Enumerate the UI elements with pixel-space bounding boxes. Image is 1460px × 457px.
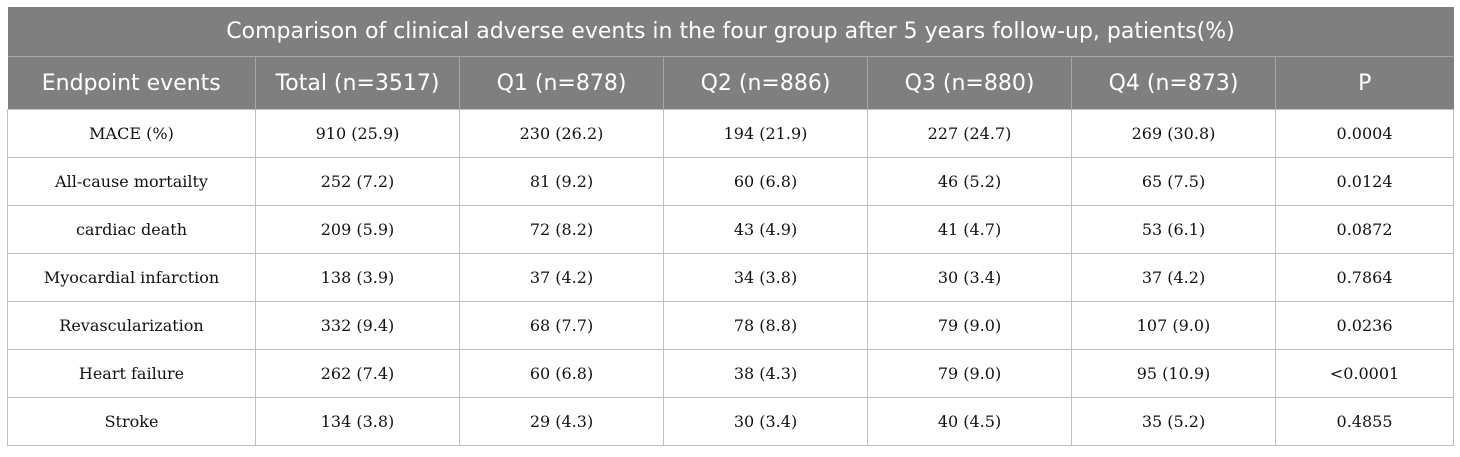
cell-total: 209 (5.9) <box>255 205 460 254</box>
cell-total: 262 (7.4) <box>255 349 460 398</box>
header-endpoint-events: Endpoint events <box>7 56 256 110</box>
table-row: Stroke 134 (3.8) 29 (4.3) 30 (3.4) 40 (4… <box>7 397 1455 446</box>
cell-endpoint: cardiac death <box>7 205 256 254</box>
cell-endpoint: Stroke <box>7 397 256 446</box>
table-title: Comparison of clinical adverse events in… <box>7 7 1454 57</box>
cell-q3: 41 (4.7) <box>867 205 1072 254</box>
table-row: All-cause mortailty 252 (7.2) 81 (9.2) 6… <box>7 157 1455 206</box>
cell-q4: 107 (9.0) <box>1071 301 1276 350</box>
cell-p: <0.0001 <box>1274 349 1455 398</box>
header-q3: Q3 (n=880) <box>867 56 1072 110</box>
cell-q3: 79 (9.0) <box>867 349 1072 398</box>
cell-q2: 60 (6.8) <box>663 157 868 206</box>
cell-q4: 65 (7.5) <box>1071 157 1276 206</box>
cell-q1: 230 (26.2) <box>459 109 664 158</box>
header-p: P <box>1274 56 1454 110</box>
header-q2: Q2 (n=886) <box>663 56 868 110</box>
cell-p: 0.0236 <box>1274 301 1455 350</box>
cell-q4: 269 (30.8) <box>1071 109 1276 158</box>
cell-q2: 78 (8.8) <box>663 301 868 350</box>
cell-endpoint: Myocardial infarction <box>7 253 256 302</box>
cell-p: 0.0124 <box>1274 157 1455 206</box>
cell-endpoint: Revascularization <box>7 301 256 350</box>
cell-total: 910 (25.9) <box>255 109 460 158</box>
cell-total: 332 (9.4) <box>255 301 460 350</box>
cell-q3: 79 (9.0) <box>867 301 1072 350</box>
cell-q4: 35 (5.2) <box>1071 397 1276 446</box>
cell-q1: 29 (4.3) <box>459 397 664 446</box>
header-total: Total (n=3517) <box>255 56 460 110</box>
cell-q4: 37 (4.2) <box>1071 253 1276 302</box>
cell-q1: 68 (7.7) <box>459 301 664 350</box>
cell-q3: 40 (4.5) <box>867 397 1072 446</box>
cell-q2: 38 (4.3) <box>663 349 868 398</box>
cell-q1: 81 (9.2) <box>459 157 664 206</box>
cell-p: 0.0872 <box>1274 205 1455 254</box>
cell-q4: 95 (10.9) <box>1071 349 1276 398</box>
table-row: Revascularization 332 (9.4) 68 (7.7) 78 … <box>7 301 1455 350</box>
header-q1: Q1 (n=878) <box>459 56 664 110</box>
cell-q2: 43 (4.9) <box>663 205 868 254</box>
cell-q4: 53 (6.1) <box>1071 205 1276 254</box>
table-header-row: Endpoint events Total (n=3517) Q1 (n=878… <box>7 56 1454 110</box>
cell-q1: 72 (8.2) <box>459 205 664 254</box>
cell-total: 138 (3.9) <box>255 253 460 302</box>
cell-p: 0.7864 <box>1274 253 1455 302</box>
cell-p: 0.4855 <box>1274 397 1455 446</box>
table-title-row: Comparison of clinical adverse events in… <box>7 7 1454 57</box>
adverse-events-table-container: Comparison of clinical adverse events in… <box>7 7 1455 446</box>
cell-q2: 194 (21.9) <box>663 109 868 158</box>
cell-q1: 60 (6.8) <box>459 349 664 398</box>
cell-endpoint: MACE (%) <box>7 109 256 158</box>
table-row: MACE (%) 910 (25.9) 230 (26.2) 194 (21.9… <box>7 109 1455 158</box>
cell-q2: 34 (3.8) <box>663 253 868 302</box>
cell-total: 252 (7.2) <box>255 157 460 206</box>
cell-q2: 30 (3.4) <box>663 397 868 446</box>
table-row: Heart failure 262 (7.4) 60 (6.8) 38 (4.3… <box>7 349 1455 398</box>
cell-q3: 46 (5.2) <box>867 157 1072 206</box>
table-row: cardiac death 209 (5.9) 72 (8.2) 43 (4.9… <box>7 205 1455 254</box>
cell-q1: 37 (4.2) <box>459 253 664 302</box>
cell-endpoint: All-cause mortailty <box>7 157 256 206</box>
cell-q3: 30 (3.4) <box>867 253 1072 302</box>
cell-total: 134 (3.8) <box>255 397 460 446</box>
cell-p: 0.0004 <box>1274 109 1455 158</box>
header-q4: Q4 (n=873) <box>1071 56 1276 110</box>
table-row: Myocardial infarction 138 (3.9) 37 (4.2)… <box>7 253 1455 302</box>
adverse-events-table: Comparison of clinical adverse events in… <box>7 7 1455 446</box>
cell-q3: 227 (24.7) <box>867 109 1072 158</box>
cell-endpoint: Heart failure <box>7 349 256 398</box>
